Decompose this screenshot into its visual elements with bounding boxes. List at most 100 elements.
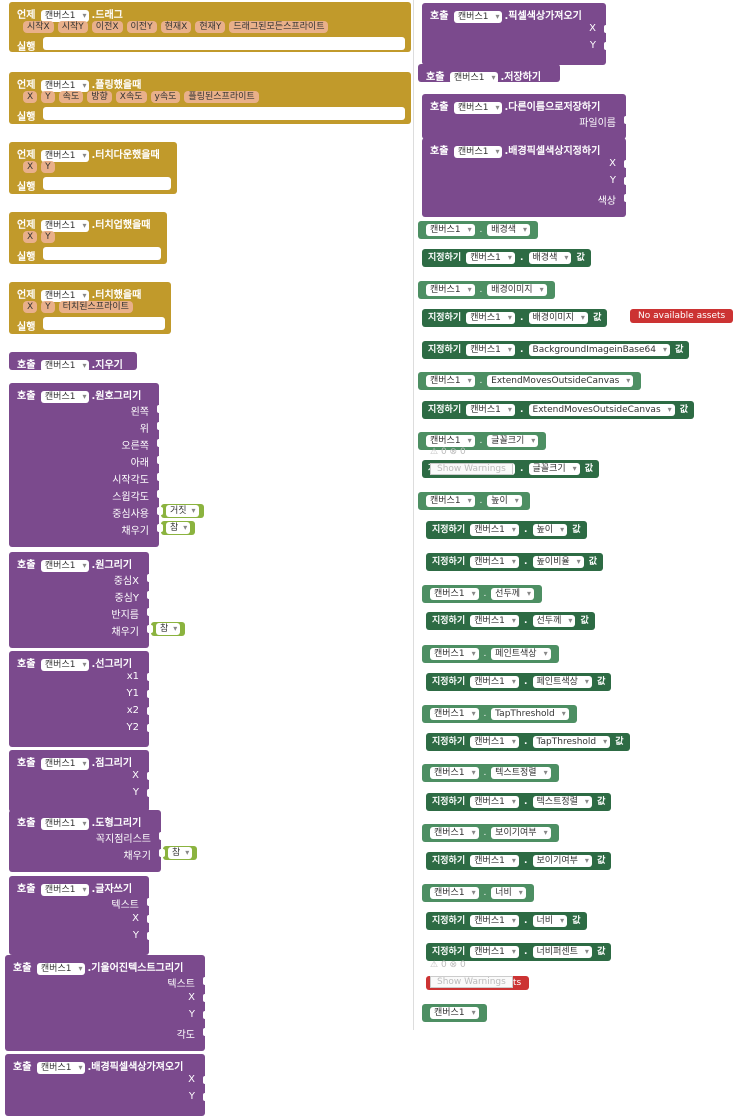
statement-slot[interactable] [43, 247, 161, 260]
event-param[interactable]: X [23, 231, 38, 243]
event-param[interactable]: Y [41, 91, 55, 103]
property-dropdown[interactable]: 배경색 [487, 224, 531, 236]
input-socket[interactable] [157, 439, 163, 447]
input-socket[interactable] [147, 608, 153, 616]
show-warnings-button[interactable]: Show Warnings [430, 463, 513, 475]
event-param[interactable]: 속도 [58, 91, 84, 103]
property-dropdown[interactable]: 배경이미지 [528, 312, 588, 324]
property-dropdown[interactable]: TapThreshold [491, 708, 569, 720]
property-dropdown[interactable]: 글꼴크기 [528, 463, 580, 475]
event-param[interactable]: 드래그된모든스프라이트 [229, 21, 329, 33]
component-dropdown[interactable]: 캔버스1 [40, 290, 90, 302]
event-param[interactable]: 이전X [91, 21, 123, 33]
procedure-call-block[interactable]: 호출 캔버스1.배경픽셀색상가져오기 XY [5, 1054, 209, 1116]
boolean-block[interactable]: 참 [163, 846, 198, 860]
event-param[interactable]: X [23, 161, 38, 173]
property-getter-block[interactable]: 캔버스1 . 글꼴크기 [418, 432, 547, 450]
statement-slot[interactable] [43, 37, 405, 50]
procedure-call-block[interactable]: 호출 캔버스1.배경픽셀색상지정하기 XY 색상 [422, 138, 630, 217]
property-dropdown[interactable]: 텍스트정렬 [532, 796, 592, 808]
component-dropdown[interactable]: 캔버스1 [40, 560, 90, 572]
event-param[interactable]: Y [41, 231, 55, 243]
input-socket[interactable] [147, 574, 153, 582]
property-getter-block[interactable]: 캔버스1 . TapThreshold [422, 705, 577, 723]
boolean-dropdown[interactable]: 참 [156, 623, 181, 635]
property-dropdown[interactable]: 배경색 [528, 252, 572, 264]
component-dropdown[interactable]: 캔버스1 [466, 404, 515, 416]
input-socket[interactable] [624, 160, 630, 168]
input-socket[interactable] [147, 932, 153, 940]
event-param[interactable]: 시작X [23, 21, 54, 33]
input-socket[interactable] [203, 1011, 209, 1019]
component-dropdown[interactable]: 캔버스1 [453, 102, 503, 114]
input-socket[interactable] [203, 1076, 209, 1084]
event-param[interactable]: y속도 [150, 91, 181, 103]
property-dropdown[interactable]: 선두께 [491, 588, 535, 600]
component-dropdown[interactable]: 캔버스1 [470, 855, 519, 867]
property-dropdown[interactable]: TapThreshold [532, 736, 611, 748]
component-dropdown[interactable]: 캔버스1 [470, 676, 519, 688]
property-getter-block[interactable]: 캔버스1 . 보이기여부 [422, 824, 559, 842]
property-setter-block[interactable]: 지정하기 캔버스1 . BackgroundImageinBase64 값 [422, 341, 690, 359]
event-param[interactable]: 방향 [87, 91, 112, 103]
property-getter-block[interactable]: 캔버스1 . 배경색 [418, 221, 539, 239]
component-dropdown[interactable]: 캔버스1 [470, 915, 519, 927]
property-getter-block[interactable]: 캔버스1 . 페인트색상 [422, 645, 559, 663]
property-dropdown[interactable]: ExtendMovesOutsideCanvas [487, 375, 634, 387]
input-socket[interactable] [147, 591, 153, 599]
property-getter-block[interactable]: 캔버스1 . 텍스트정렬 [422, 764, 559, 782]
property-setter-block[interactable]: 지정하기 캔버스1 . 배경색 값 [422, 249, 591, 267]
property-dropdown[interactable]: BackgroundImageinBase64 [528, 344, 670, 356]
statement-slot[interactable] [43, 177, 171, 190]
component-dropdown[interactable]: 캔버스1 [470, 615, 519, 627]
component-dropdown[interactable]: 캔버스1 [470, 556, 519, 568]
event-param[interactable]: 터치된스프라이트 [58, 301, 133, 313]
event-param[interactable]: 시작Y [57, 21, 88, 33]
component-dropdown[interactable]: 캔버스1 [426, 495, 475, 507]
component-dropdown[interactable]: 캔버스1 [40, 391, 90, 403]
input-socket[interactable] [203, 994, 209, 1002]
property-dropdown[interactable]: 높이비율 [532, 556, 584, 568]
input-socket[interactable] [604, 25, 610, 33]
component-dropdown[interactable]: 캔버스1 [466, 344, 515, 356]
property-dropdown[interactable]: ExtendMovesOutsideCanvas [528, 404, 675, 416]
procedure-call-block[interactable]: 호출 캔버스1.지우기 [9, 352, 137, 372]
property-setter-block[interactable]: 지정하기 캔버스1 . 너비퍼센트 값 [426, 943, 612, 961]
input-socket[interactable] [157, 524, 163, 532]
input-socket[interactable] [157, 473, 163, 481]
property-dropdown[interactable]: 페인트색상 [532, 676, 592, 688]
property-setter-block[interactable]: 지정하기 캔버스1 . TapThreshold 값 [426, 733, 630, 751]
input-socket[interactable] [159, 832, 165, 840]
boolean-block[interactable]: 거짓 [161, 504, 204, 518]
input-socket[interactable] [624, 116, 630, 124]
event-param[interactable]: 현재X [160, 21, 192, 33]
property-setter-block[interactable]: 지정하기 캔버스1 . 페인트색상 값 [426, 673, 612, 691]
property-setter-block[interactable]: 지정하기 캔버스1 . 너비 값 [426, 912, 587, 930]
component-dropdown[interactable]: 캔버스1 [40, 150, 90, 162]
event-block[interactable]: 언제 캔버스1.드래그시작X시작Y이전X이전Y현재X현재Y드래그된모든스프라이트… [9, 2, 411, 53]
statement-slot[interactable] [43, 317, 165, 330]
component-dropdown[interactable]: 캔버스1 [430, 827, 479, 839]
input-socket[interactable] [147, 690, 153, 698]
boolean-dropdown[interactable]: 참 [166, 522, 191, 534]
component-dropdown[interactable]: 캔버스1 [36, 963, 86, 975]
input-socket[interactable] [157, 490, 163, 498]
property-dropdown[interactable]: 너비 [532, 915, 568, 927]
component-dropdown[interactable]: 캔버스1 [426, 375, 475, 387]
input-socket[interactable] [147, 898, 153, 906]
component-dropdown[interactable]: 캔버스1 [40, 758, 90, 770]
property-getter-block[interactable]: 캔버스1 . ExtendMovesOutsideCanvas [418, 372, 642, 390]
procedure-call-block[interactable]: 호출 캔버스1.픽셀색상가져오기 XY [422, 3, 610, 65]
component-dropdown[interactable]: 캔버스1 [470, 524, 519, 536]
component-dropdown[interactable]: 캔버스1 [453, 11, 503, 23]
component-dropdown[interactable]: 캔버스1 [449, 72, 499, 84]
input-socket[interactable] [147, 915, 153, 923]
property-getter-block[interactable]: 캔버스1 . 선두께 [422, 585, 543, 603]
component-dropdown[interactable]: 캔버스1 [40, 10, 90, 22]
